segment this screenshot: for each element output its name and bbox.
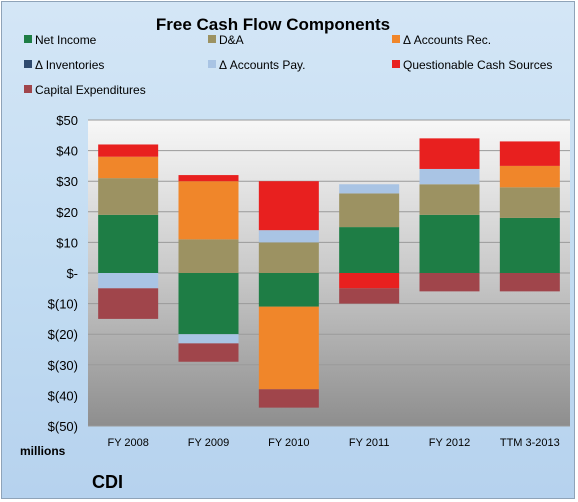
bar-segment-accounts-pay xyxy=(258,230,319,243)
bar-segment-d-a xyxy=(419,184,480,215)
legend-item-accounts-rec: Δ Accounts Rec. xyxy=(392,33,491,47)
legend-item-inventories: Δ Inventories xyxy=(24,58,104,72)
bar-segment-questionable-cash-sources xyxy=(258,181,319,231)
bar-segment-d-a xyxy=(98,178,159,215)
bar-segment-net-income xyxy=(499,217,560,273)
bar-segment-accounts-rec xyxy=(178,181,239,240)
unit-label: millions xyxy=(20,444,66,458)
y-tick-label: $(50) xyxy=(48,419,78,434)
y-tick-label: $40 xyxy=(56,144,78,159)
y-tick-label: $(20) xyxy=(48,327,78,342)
y-axis-ticks: $(50) $(40) $(30) $(20) $(10) $- $10 $20 $30 $40 $… xyxy=(48,113,78,434)
y-tick-label: $30 xyxy=(56,174,78,189)
bar-segment-net-income xyxy=(98,214,159,273)
bar-segment-capital-expenditures xyxy=(499,273,560,292)
legend-swatch xyxy=(24,60,32,68)
bar-segment-accounts-rec xyxy=(98,156,159,179)
x-category-label: FY 2012 xyxy=(429,437,470,449)
legend-swatch xyxy=(24,35,32,43)
bar-segment-questionable-cash-sources xyxy=(339,273,400,289)
y-tick-label: $10 xyxy=(56,235,78,250)
bar-segment-capital-expenditures xyxy=(98,288,159,319)
bar-segment-capital-expenditures xyxy=(258,389,319,408)
bar-segment-d-a xyxy=(258,242,319,273)
legend-label: Δ Inventories xyxy=(35,58,104,72)
bar-segment-net-income xyxy=(419,214,480,273)
legend-swatch xyxy=(392,60,400,68)
y-tick-label: $(30) xyxy=(48,358,78,373)
bar-segment-questionable-cash-sources xyxy=(419,138,480,169)
legend-item-accounts-pay: Δ Accounts Pay. xyxy=(208,58,306,72)
y-tick-label: $(40) xyxy=(48,388,78,403)
legend-swatch xyxy=(24,85,32,93)
x-axis-categories: FY 2008 FY 2009 FY 2010 FY 2011 FY 2012 TTM 3… xyxy=(107,437,559,449)
x-category-label: FY 2008 xyxy=(107,437,148,449)
legend-label: Questionable Cash Sources xyxy=(403,58,552,72)
legend-label: Δ Accounts Rec. xyxy=(403,33,491,47)
legend-item-questionable-cash-sources: Questionable Cash Sources xyxy=(392,58,552,72)
bar-segment-questionable-cash-sources xyxy=(98,144,159,157)
bar-segment-capital-expenditures xyxy=(419,273,480,292)
x-category-label: TTM 3-2013 xyxy=(500,437,560,449)
legend: Net Income D&A Δ Accounts Rec. Δ Inventorie… xyxy=(24,33,552,97)
bars xyxy=(98,138,560,408)
bar-segment-d-a xyxy=(339,193,400,228)
bar-segment-questionable-cash-sources xyxy=(178,175,239,182)
legend-swatch xyxy=(392,35,400,43)
bar-segment-net-income xyxy=(258,273,319,307)
x-category-label: FY 2010 xyxy=(268,437,309,449)
legend-swatch xyxy=(208,60,216,68)
company-ticker: CDI xyxy=(92,472,123,492)
bar-segment-accounts-pay xyxy=(419,168,480,185)
legend-label: D&A xyxy=(219,33,244,47)
y-tick-label: $- xyxy=(66,266,78,281)
bar-segment-accounts-pay xyxy=(98,273,159,289)
bar-segment-net-income xyxy=(339,227,400,273)
bar-segment-accounts-rec xyxy=(499,165,560,188)
bar-segment-accounts-pay xyxy=(178,334,239,344)
bar-segment-net-income xyxy=(178,273,239,335)
bar-segment-questionable-cash-sources xyxy=(499,141,560,166)
gridlines xyxy=(88,119,570,427)
bar-segment-capital-expenditures xyxy=(339,288,400,304)
y-tick-label: $(10) xyxy=(48,297,78,312)
legend-item-net-income: Net Income xyxy=(24,33,97,47)
chart-title: Free Cash Flow Components xyxy=(156,15,390,34)
legend-item-d-a: D&A xyxy=(208,33,244,47)
bar-segment-accounts-pay xyxy=(339,184,400,194)
legend-swatch xyxy=(208,35,216,43)
y-tick-label: $20 xyxy=(56,205,78,220)
legend-label: Capital Expenditures xyxy=(35,83,146,97)
bar-segment-d-a xyxy=(178,239,239,273)
bar-segment-capital-expenditures xyxy=(178,343,239,362)
legend-label: Net Income xyxy=(35,33,97,47)
bar-segment-d-a xyxy=(499,187,560,218)
x-category-label: FY 2011 xyxy=(349,437,390,449)
bar-segment-accounts-rec xyxy=(258,306,319,390)
x-category-label: FY 2009 xyxy=(188,437,229,449)
legend-item-capital-expenditures: Capital Expenditures xyxy=(24,83,146,97)
y-tick-label: $50 xyxy=(56,113,78,128)
legend-label: Δ Accounts Pay. xyxy=(219,58,306,72)
